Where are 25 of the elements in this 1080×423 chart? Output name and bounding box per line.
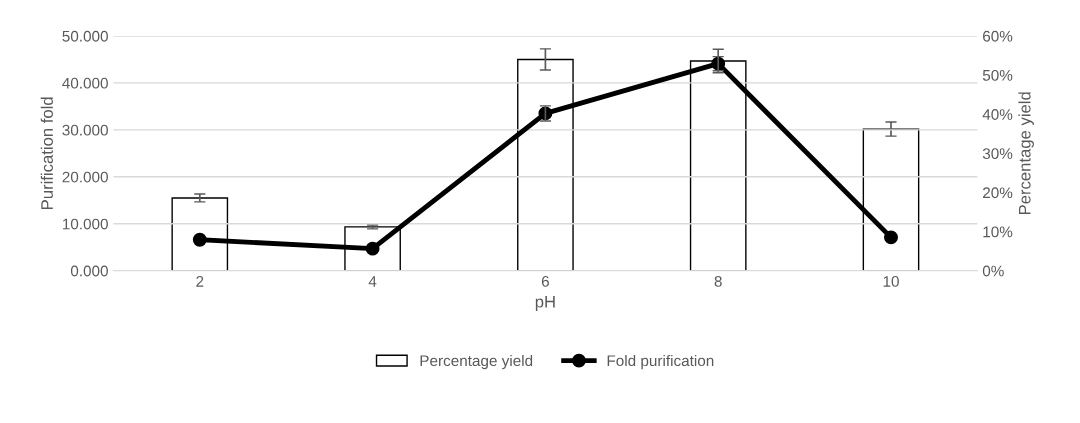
y-tick-label: 30.000 bbox=[62, 124, 108, 136]
y-axis-title: Purification fold bbox=[40, 97, 53, 209]
x-tick-label: 6 bbox=[541, 275, 549, 287]
point bbox=[884, 230, 898, 245]
y2-tick-label: 50% bbox=[982, 69, 1013, 81]
y2-tick-label: 60% bbox=[983, 30, 1013, 42]
y2-tick-label: 20% bbox=[983, 187, 1013, 199]
y-tick-label: 40.000 bbox=[62, 77, 108, 89]
x-tick-label: 2 bbox=[196, 275, 204, 287]
y2-tick-label: 40% bbox=[982, 109, 1013, 120]
legend-label: Fold purification bbox=[607, 354, 714, 370]
x-tick-label: 4 bbox=[368, 276, 377, 287]
y-tick-label: 50.000 bbox=[62, 30, 108, 42]
x-tick-label: 10 bbox=[883, 275, 899, 287]
y2-tick-label: 0% bbox=[982, 265, 1004, 277]
y-tick-label: 10.000 bbox=[62, 218, 108, 230]
x-axis-title: pH bbox=[535, 295, 555, 311]
x-tick-label: 8 bbox=[714, 275, 722, 287]
legend-label: Percentage yield bbox=[420, 354, 533, 370]
y-tick-label: 20.000 bbox=[62, 171, 108, 183]
y-tick-label: 0.000 bbox=[70, 265, 108, 277]
point bbox=[192, 232, 207, 247]
y2-axis-title: Percentage yield bbox=[1018, 92, 1034, 215]
y2-tick-label: 10% bbox=[983, 226, 1013, 238]
y2-tick-label: 30% bbox=[982, 148, 1013, 160]
